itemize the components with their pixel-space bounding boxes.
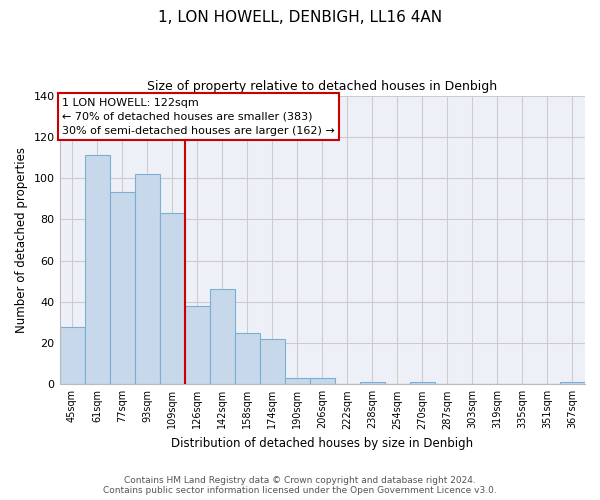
Bar	[560, 382, 585, 384]
Bar	[235, 332, 260, 384]
Text: 1 LON HOWELL: 122sqm
← 70% of detached houses are smaller (383)
30% of semi-deta: 1 LON HOWELL: 122sqm ← 70% of detached h…	[62, 98, 335, 136]
Bar	[59, 326, 85, 384]
Bar	[310, 378, 335, 384]
Bar	[285, 378, 310, 384]
Text: Contains HM Land Registry data © Crown copyright and database right 2024.
Contai: Contains HM Land Registry data © Crown c…	[103, 476, 497, 495]
Bar	[110, 192, 134, 384]
Text: 1, LON HOWELL, DENBIGH, LL16 4AN: 1, LON HOWELL, DENBIGH, LL16 4AN	[158, 10, 442, 25]
Bar	[185, 306, 209, 384]
Bar	[160, 213, 185, 384]
Bar	[209, 290, 235, 384]
Y-axis label: Number of detached properties: Number of detached properties	[15, 147, 28, 333]
X-axis label: Distribution of detached houses by size in Denbigh: Distribution of detached houses by size …	[171, 437, 473, 450]
Title: Size of property relative to detached houses in Denbigh: Size of property relative to detached ho…	[147, 80, 497, 93]
Bar	[410, 382, 435, 384]
Bar	[260, 339, 285, 384]
Bar	[134, 174, 160, 384]
Bar	[360, 382, 385, 384]
Bar	[85, 156, 110, 384]
